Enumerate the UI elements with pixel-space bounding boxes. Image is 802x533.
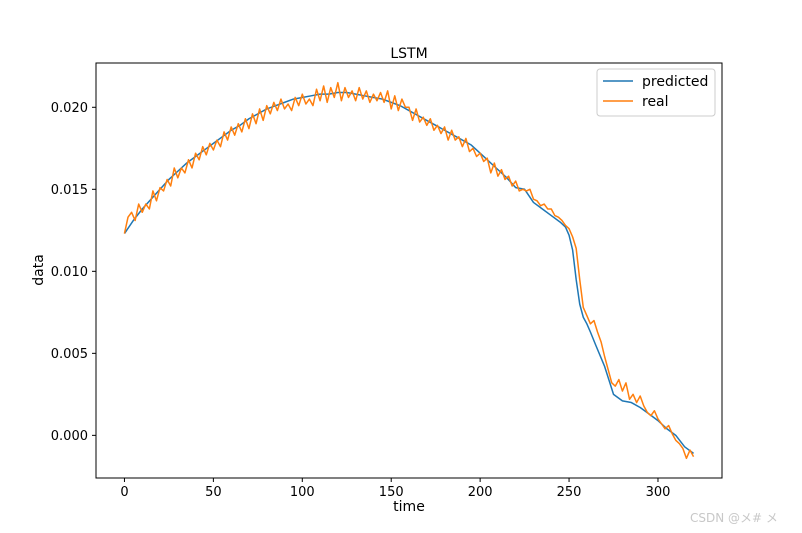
y-tick-label: 0.010	[51, 265, 88, 280]
series-layer	[123, 81, 695, 460]
legend-label-real: real	[642, 94, 669, 110]
y-tick-label: 0.000	[51, 429, 88, 444]
y-tick-label: 0.015	[51, 183, 88, 198]
x-tick-label: 300	[646, 485, 671, 500]
legend-label-predicted: predicted	[642, 74, 708, 90]
x-tick-label: 50	[205, 485, 222, 500]
watermark: CSDN @メ# メ	[690, 511, 778, 525]
legend: predicted real	[596, 68, 716, 117]
y-axis-label: data	[31, 254, 47, 286]
x-tick-label: 150	[379, 485, 404, 500]
y-tick-label: 0.020	[51, 101, 88, 116]
series-line-real	[123, 81, 695, 460]
x-tick-label: 250	[557, 485, 582, 500]
chart-title: LSTM	[390, 46, 427, 62]
x-tick-label: 0	[120, 485, 128, 500]
plot-frame	[95, 62, 723, 479]
x-tick-label: 100	[290, 485, 315, 500]
y-tick-label: 0.005	[51, 347, 88, 362]
x-axis-label: time	[393, 499, 425, 515]
x-tick-label: 200	[468, 485, 493, 500]
ticks-layer: 0 50 100 150 200 250 300 0.000 0.005 0.010 0.015 0.…	[51, 101, 671, 500]
